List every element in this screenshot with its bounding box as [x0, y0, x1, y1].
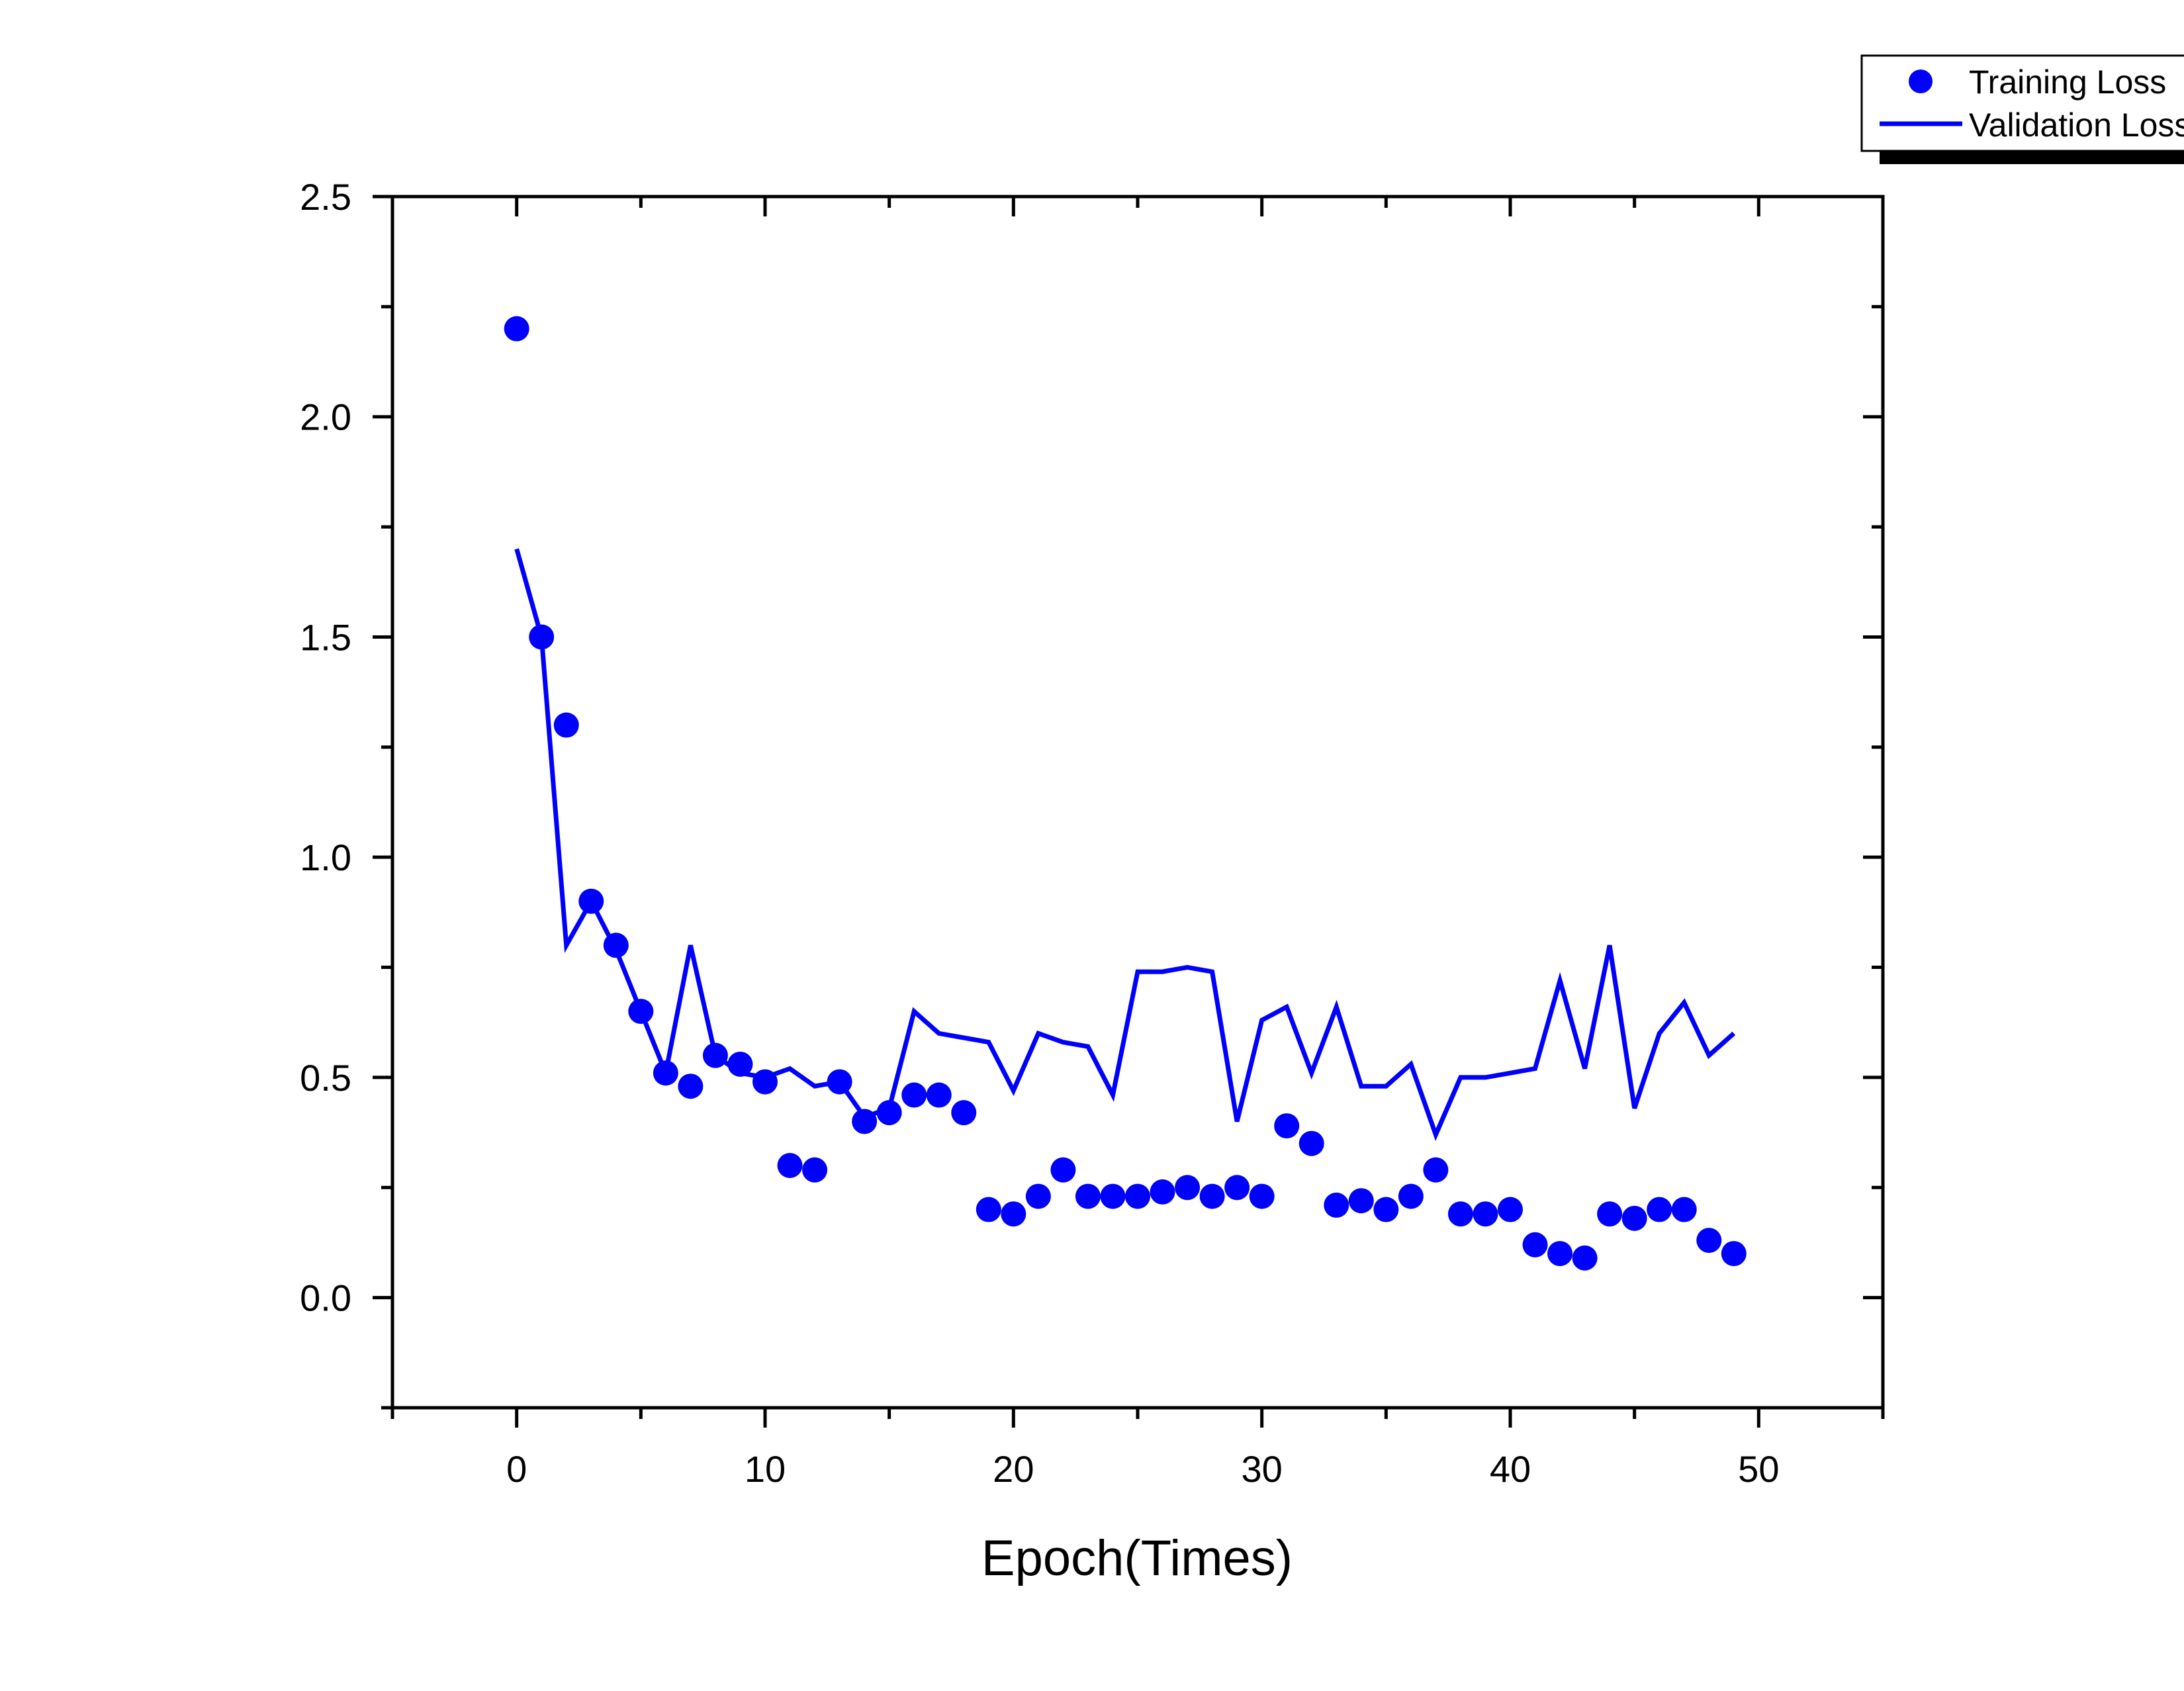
x-tick-label: 0: [506, 1448, 527, 1490]
y-tick-label: 1.5: [300, 616, 351, 658]
data-point-training-loss: [901, 1082, 927, 1108]
data-point-training-loss: [1274, 1113, 1300, 1139]
data-point-training-loss: [951, 1100, 977, 1126]
data-point-training-loss: [1175, 1175, 1201, 1201]
data-point-training-loss: [653, 1060, 678, 1086]
data-point-training-loss: [1075, 1183, 1101, 1209]
data-point-training-loss: [802, 1157, 828, 1183]
data-point-training-loss: [1150, 1179, 1175, 1205]
series-layer: [504, 316, 1747, 1271]
data-point-training-loss: [1025, 1183, 1051, 1209]
y-tick-label: 2.0: [300, 396, 351, 438]
data-point-training-loss: [504, 316, 529, 342]
x-axis-title: Epoch(Times): [981, 1530, 1293, 1586]
x-tick-label: 30: [1242, 1448, 1283, 1490]
y-tick-label: 0.5: [300, 1057, 351, 1099]
data-point-training-loss: [1125, 1183, 1150, 1209]
tick-labels: 0 10 20 30 40 50 0.0 0.5 1.0 1.5 2.0 2.5: [300, 176, 1779, 1490]
data-point-training-loss: [1447, 1201, 1473, 1227]
data-point-training-loss: [1547, 1241, 1573, 1267]
legend-marker-training-loss: [1909, 69, 1933, 93]
data-point-training-loss: [1597, 1201, 1623, 1227]
x-tick-label: 20: [993, 1448, 1034, 1490]
y-tick-label: 2.5: [300, 176, 351, 218]
data-point-training-loss: [628, 999, 654, 1025]
data-point-training-loss: [1423, 1157, 1449, 1183]
data-point-training-loss: [1100, 1183, 1126, 1209]
data-point-training-loss: [1522, 1232, 1548, 1257]
data-point-training-loss: [1199, 1183, 1225, 1209]
legend-label-validation-loss: Validation Loss: [1969, 107, 2184, 144]
plot-frame: [390, 195, 1885, 1410]
data-point-training-loss: [1621, 1205, 1647, 1231]
data-point-training-loss: [1398, 1183, 1424, 1209]
legend-label-training-loss: Training Loss: [1969, 64, 2166, 101]
data-point-training-loss: [1050, 1157, 1076, 1183]
data-point-training-loss: [1001, 1201, 1026, 1227]
x-tick-label: 10: [745, 1448, 786, 1490]
data-point-training-loss: [1249, 1183, 1275, 1209]
data-point-training-loss: [1721, 1241, 1747, 1267]
data-point-training-loss: [1298, 1130, 1324, 1156]
y-tick-label: 0.0: [300, 1277, 351, 1319]
data-point-training-loss: [1324, 1192, 1349, 1218]
data-point-training-loss: [926, 1082, 952, 1108]
data-point-training-loss: [1348, 1188, 1374, 1214]
data-point-training-loss: [702, 1042, 728, 1068]
data-point-training-loss: [529, 624, 555, 650]
data-point-training-loss: [976, 1197, 1001, 1222]
data-point-training-loss: [1373, 1197, 1399, 1222]
data-point-training-loss: [1498, 1197, 1523, 1222]
data-point-training-loss: [1572, 1245, 1598, 1271]
data-point-training-loss: [603, 933, 629, 958]
data-point-training-loss: [752, 1069, 778, 1095]
data-point-training-loss: [678, 1074, 704, 1099]
data-point-training-loss: [876, 1100, 902, 1126]
data-point-training-loss: [852, 1109, 878, 1134]
data-point-training-loss: [827, 1069, 852, 1095]
data-point-training-loss: [1224, 1175, 1250, 1201]
legend: Training Loss Validation Loss: [1860, 54, 2184, 164]
data-point-training-loss: [1473, 1201, 1498, 1227]
x-tick-label: 50: [1738, 1448, 1779, 1490]
data-point-training-loss: [1696, 1228, 1722, 1254]
data-point-training-loss: [578, 888, 604, 914]
y-tick-label: 1.0: [300, 837, 351, 878]
data-point-training-loss: [553, 712, 579, 738]
x-tick-label: 40: [1490, 1448, 1531, 1490]
data-point-training-loss: [727, 1051, 753, 1077]
data-point-training-loss: [777, 1153, 803, 1178]
axis-ticks: [373, 195, 1885, 1428]
data-point-training-loss: [1671, 1197, 1697, 1222]
data-point-training-loss: [1647, 1197, 1672, 1222]
